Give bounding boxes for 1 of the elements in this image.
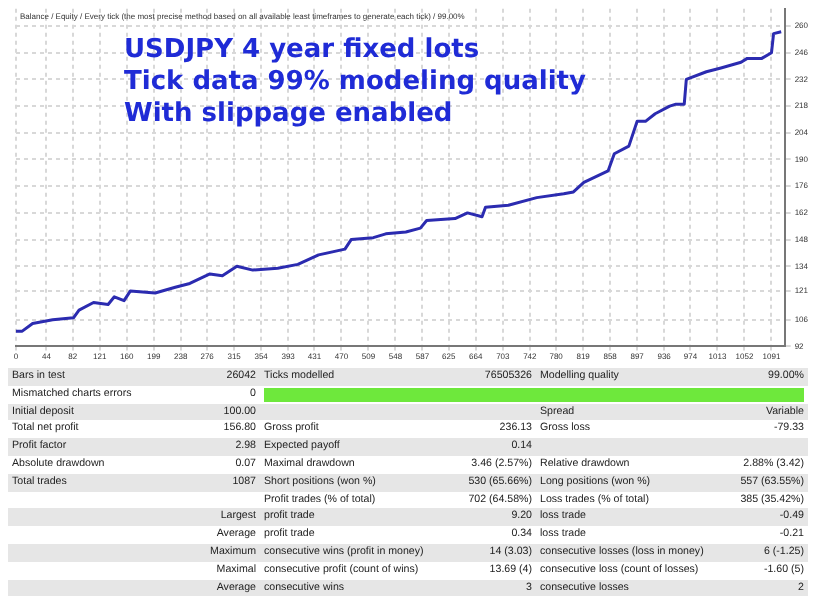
- text: USDJPY 4 year fixed lots Tick data 99% modeling quality With slippage enabled: [124, 34, 587, 129]
